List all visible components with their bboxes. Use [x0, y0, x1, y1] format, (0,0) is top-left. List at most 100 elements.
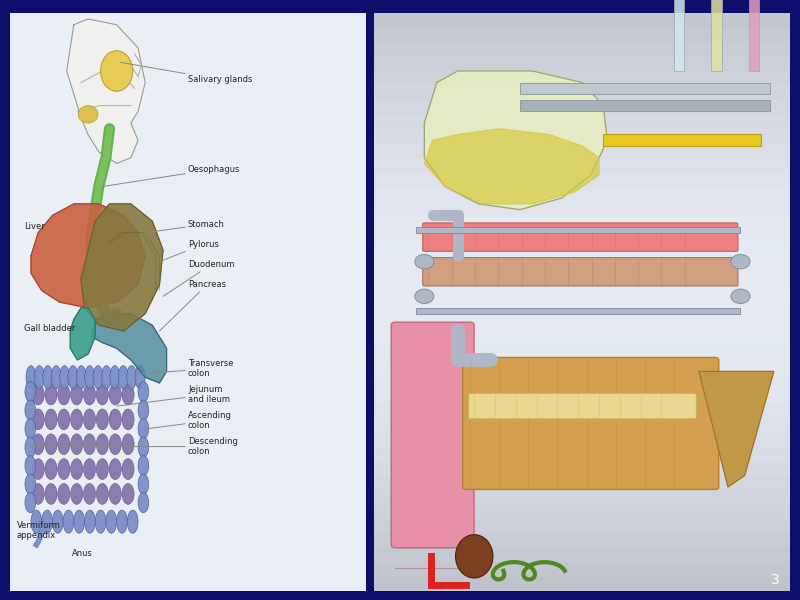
Bar: [374, 562, 790, 577]
Bar: [374, 187, 790, 201]
Text: Jejunum
and ileum: Jejunum and ileum: [117, 385, 230, 406]
Ellipse shape: [83, 384, 95, 405]
Bar: [374, 28, 790, 42]
Ellipse shape: [58, 409, 70, 430]
Bar: [374, 418, 790, 432]
FancyBboxPatch shape: [462, 358, 718, 490]
Text: Duodenum: Duodenum: [163, 260, 234, 296]
Ellipse shape: [138, 437, 149, 457]
Bar: [10, 13, 366, 591]
Bar: [374, 129, 790, 143]
Ellipse shape: [83, 458, 95, 479]
Ellipse shape: [138, 400, 149, 420]
Bar: [374, 505, 790, 519]
Ellipse shape: [109, 384, 122, 405]
Ellipse shape: [138, 419, 149, 439]
Ellipse shape: [58, 384, 70, 405]
Polygon shape: [92, 314, 166, 383]
Ellipse shape: [45, 458, 57, 479]
Ellipse shape: [455, 535, 493, 578]
Ellipse shape: [32, 409, 44, 430]
Ellipse shape: [45, 409, 57, 430]
Ellipse shape: [138, 455, 149, 476]
Ellipse shape: [106, 510, 117, 533]
Ellipse shape: [25, 419, 36, 439]
Text: 3: 3: [771, 573, 780, 587]
Bar: [374, 389, 790, 403]
Ellipse shape: [117, 510, 127, 533]
Ellipse shape: [122, 434, 134, 455]
Bar: [674, 0, 684, 71]
Bar: [374, 115, 790, 129]
Polygon shape: [66, 19, 145, 163]
Bar: [374, 56, 790, 71]
Ellipse shape: [70, 484, 82, 505]
Text: Liver: Liver: [24, 223, 45, 232]
Text: Pylorus: Pylorus: [159, 240, 219, 262]
Ellipse shape: [127, 510, 138, 533]
Ellipse shape: [122, 409, 134, 430]
Bar: [749, 0, 759, 71]
Bar: [374, 13, 790, 28]
FancyBboxPatch shape: [391, 322, 474, 548]
Ellipse shape: [58, 458, 70, 479]
Text: Salivary glands: Salivary glands: [120, 62, 252, 84]
Ellipse shape: [138, 382, 149, 402]
Bar: [711, 0, 722, 71]
Ellipse shape: [85, 365, 94, 389]
Ellipse shape: [70, 434, 82, 455]
Ellipse shape: [31, 510, 42, 533]
Ellipse shape: [32, 384, 44, 405]
Bar: [374, 71, 790, 85]
Polygon shape: [424, 129, 599, 204]
Ellipse shape: [93, 365, 103, 389]
Bar: [374, 42, 790, 56]
Circle shape: [414, 254, 434, 269]
Text: Ascending
colon: Ascending colon: [143, 411, 232, 430]
Ellipse shape: [96, 409, 109, 430]
Bar: [374, 215, 790, 230]
Ellipse shape: [126, 365, 137, 389]
Text: Oesophagus: Oesophagus: [102, 165, 240, 187]
Ellipse shape: [32, 434, 44, 455]
Ellipse shape: [95, 510, 106, 533]
Bar: [374, 519, 790, 533]
Ellipse shape: [138, 474, 149, 494]
Ellipse shape: [25, 493, 36, 513]
Ellipse shape: [102, 365, 111, 389]
FancyBboxPatch shape: [422, 257, 738, 286]
Ellipse shape: [109, 434, 122, 455]
Ellipse shape: [138, 493, 149, 513]
Ellipse shape: [70, 409, 82, 430]
Bar: [374, 317, 790, 331]
Bar: [374, 446, 790, 461]
Bar: [520, 100, 770, 111]
Ellipse shape: [70, 384, 82, 405]
Ellipse shape: [68, 365, 78, 389]
Polygon shape: [70, 308, 95, 360]
Bar: [374, 374, 790, 389]
Polygon shape: [31, 204, 145, 308]
Ellipse shape: [83, 434, 95, 455]
Ellipse shape: [122, 458, 134, 479]
Text: Stomach: Stomach: [145, 220, 225, 233]
Ellipse shape: [58, 434, 70, 455]
Ellipse shape: [96, 384, 109, 405]
Bar: [374, 244, 790, 259]
Circle shape: [731, 289, 750, 304]
Ellipse shape: [58, 484, 70, 505]
Ellipse shape: [110, 365, 120, 389]
Ellipse shape: [63, 510, 74, 533]
Ellipse shape: [83, 409, 95, 430]
Bar: [374, 331, 790, 346]
Ellipse shape: [42, 365, 53, 389]
Ellipse shape: [25, 400, 36, 420]
Ellipse shape: [25, 455, 36, 476]
Ellipse shape: [85, 510, 95, 533]
Ellipse shape: [59, 365, 70, 389]
Bar: [603, 134, 762, 146]
Ellipse shape: [96, 484, 109, 505]
Ellipse shape: [45, 484, 57, 505]
Bar: [374, 548, 790, 562]
Ellipse shape: [96, 458, 109, 479]
